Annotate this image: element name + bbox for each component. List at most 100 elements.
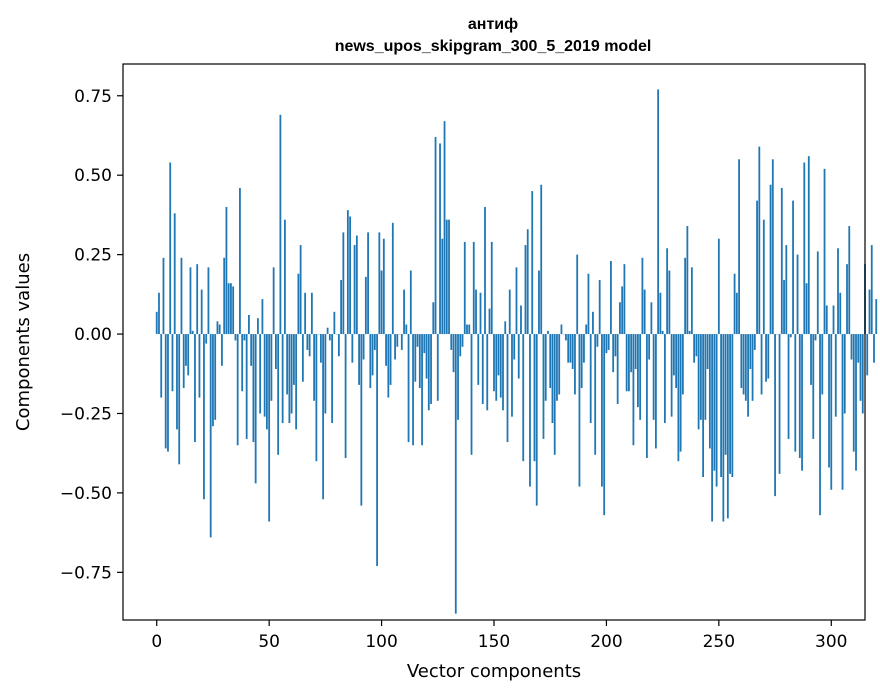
bar-66 — [304, 292, 307, 335]
bar-114 — [412, 334, 414, 446]
bar-280 — [785, 245, 788, 335]
bar-271 — [765, 334, 767, 382]
bar-302 — [834, 334, 837, 417]
bar-68 — [308, 334, 311, 357]
bar-247 — [711, 334, 714, 522]
bar-50 — [268, 334, 271, 522]
bar-41 — [248, 314, 250, 335]
bar-176 — [551, 334, 554, 424]
bar-73 — [319, 334, 322, 363]
bar-135 — [459, 334, 462, 357]
x-tick-label: 150 — [478, 632, 510, 652]
bar-83 — [342, 232, 345, 335]
y-axis-label: Components values — [13, 253, 34, 431]
bar-236 — [686, 226, 689, 335]
bar-274 — [771, 159, 774, 335]
bar-10 — [178, 334, 181, 465]
bar-232 — [677, 334, 680, 462]
bar-235 — [684, 257, 687, 335]
bar-91 — [360, 334, 363, 506]
bar-37 — [239, 187, 241, 335]
bar-153 — [499, 334, 502, 398]
chart-title-line1: антиф — [468, 16, 518, 33]
bar-138 — [466, 324, 468, 335]
bar-225 — [661, 330, 664, 335]
bar-194 — [592, 311, 594, 335]
bar-156 — [506, 334, 509, 443]
bar-30 — [223, 257, 226, 335]
bar-285 — [796, 254, 799, 335]
bar-103 — [387, 334, 390, 398]
bar-216 — [641, 257, 644, 335]
bar-195 — [594, 334, 597, 455]
bar-33 — [230, 283, 232, 335]
bar-119 — [423, 334, 426, 354]
bar-277 — [778, 334, 781, 474]
bar-127 — [441, 238, 444, 335]
bar-36 — [236, 334, 239, 446]
bar-140 — [470, 334, 473, 455]
x-tick-label: 250 — [703, 632, 735, 652]
y-tick-label: 0.50 — [74, 166, 112, 186]
bar-248 — [713, 334, 716, 471]
bar-99 — [378, 232, 381, 335]
bar-228 — [668, 270, 671, 335]
bar-107 — [396, 334, 399, 347]
bar-38 — [241, 334, 244, 392]
bar-47 — [261, 299, 264, 335]
x-axis-ticks: 0 50 100 150 200 250 300 — [151, 620, 847, 652]
bar-252 — [722, 334, 725, 522]
bar-314 — [861, 334, 864, 414]
bar-59 — [288, 334, 291, 424]
bar-298 — [825, 305, 828, 335]
bar-71 — [315, 334, 318, 462]
bar-243 — [702, 334, 705, 478]
bar-22 — [205, 334, 208, 344]
bar-260 — [740, 334, 743, 389]
bar-174 — [547, 330, 549, 335]
bar-294 — [816, 251, 819, 335]
bar-130 — [448, 219, 450, 335]
bar-2 — [160, 334, 163, 398]
bar-282 — [789, 334, 792, 338]
bar-110 — [403, 289, 405, 335]
bar-255 — [729, 334, 731, 474]
bar-284 — [794, 334, 797, 452]
bar-64 — [299, 245, 302, 335]
bar-289 — [805, 283, 808, 335]
x-tick-label: 200 — [590, 632, 622, 652]
bar-46 — [259, 334, 262, 414]
bar-129 — [445, 219, 448, 335]
bar-146 — [484, 206, 486, 335]
bar-175 — [549, 334, 552, 389]
bar-198 — [601, 334, 603, 487]
bar-17 — [194, 334, 196, 443]
bar-13 — [185, 334, 187, 366]
bar-211 — [630, 334, 633, 373]
bar-226 — [663, 334, 666, 424]
bar-309 — [850, 334, 853, 360]
bar-23 — [207, 267, 210, 335]
bar-21 — [203, 334, 205, 500]
bar-311 — [855, 334, 857, 471]
bar-3 — [162, 257, 165, 335]
bar-101 — [382, 238, 385, 335]
bar-182 — [565, 334, 567, 341]
bar-120 — [425, 334, 428, 379]
bar-238 — [690, 267, 693, 335]
bar-258 — [735, 292, 738, 335]
bar-199 — [603, 334, 606, 516]
bar-34 — [232, 286, 235, 335]
bar-164 — [524, 245, 527, 335]
bar-222 — [654, 334, 657, 449]
bar-82 — [340, 280, 343, 335]
bar-190 — [583, 334, 585, 363]
bar-159 — [513, 334, 516, 360]
bar-53 — [274, 334, 277, 370]
bar-307 — [846, 264, 848, 335]
bar-184 — [569, 334, 572, 363]
bar-111 — [405, 324, 408, 335]
bar-26 — [214, 334, 217, 420]
bar-155 — [504, 321, 507, 335]
bar-63 — [297, 273, 300, 335]
